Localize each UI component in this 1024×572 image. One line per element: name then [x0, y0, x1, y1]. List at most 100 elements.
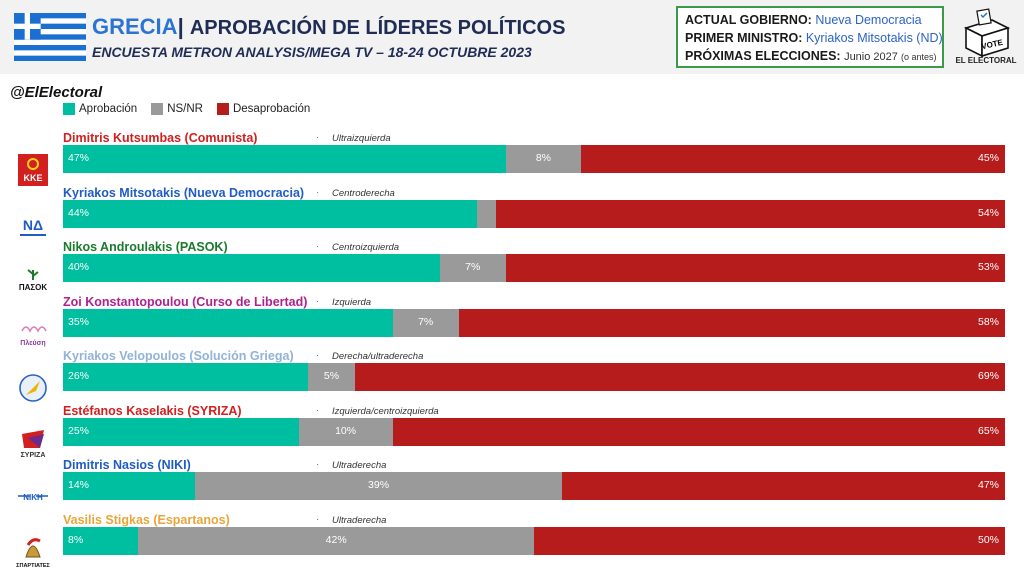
logo-text: ΠΑΣΟΚ [19, 283, 48, 292]
data-label-disapproval: 54% [977, 206, 999, 219]
leader-row: ΝΙΚΗ Dimitris Nasios (NIKI) · Ultraderecha 1… [0, 458, 1024, 514]
stacked-bar: 8% 42% 50% [63, 526, 1005, 555]
leader-row: Kyriakos Velopoulos (Solución Griega) · De… [0, 349, 1024, 405]
ballot-box-icon: VOTE [963, 8, 1011, 58]
government-info-box: ACTUAL GOBIERNO: Nueva Democracia PRIMER… [676, 6, 944, 68]
data-label-unknown: 8% [535, 152, 551, 164]
syriza-logo-icon: ΣΥΡΙΖΑ [21, 429, 46, 459]
chart-legend: Aprobación NS/NR Desaprobación [63, 103, 310, 115]
ideology-bullet-icon: · [316, 132, 319, 142]
bar-segment-approval [63, 472, 195, 500]
bar-segment-disapproval [505, 254, 1005, 282]
plefsi-logo-icon: Πλεύση [20, 325, 47, 347]
stacked-bar: 25% 10% 65% [63, 417, 1005, 446]
legend-label-approval: Aprobación [79, 103, 138, 115]
data-label-approval: 40% [68, 261, 90, 273]
bar-segment-approval [63, 363, 308, 391]
kke-logo-icon: KKE [18, 154, 48, 186]
elections-note: (o antes) [900, 52, 937, 62]
bar-segment-unknown [307, 363, 355, 391]
data-label-disapproval: 45% [977, 152, 999, 164]
logo-text: ΝΔ [23, 217, 43, 233]
bar-segment-unknown [194, 472, 563, 500]
data-label-disapproval: 58% [977, 315, 999, 328]
brand-handle: @ElElectoral [10, 84, 103, 101]
bar-segment-disapproval [355, 363, 1005, 391]
title-country: GRECIA [92, 14, 178, 39]
bar-segment-unknown [439, 254, 506, 282]
bar-segment-approval [63, 308, 393, 337]
bar-segment-disapproval [581, 145, 1005, 173]
data-label-approval: 26% [68, 370, 90, 382]
ideology-label: Izquierda [332, 296, 372, 308]
ideology-bullet-icon: · [316, 459, 319, 469]
leader-row: ΣΥΡΙΖΑ Estéfanos Kaselakis (SYRIZA) · Izqui… [0, 404, 1024, 460]
legend-item-approval: Aprobación [63, 103, 137, 115]
bar-segment-unknown [505, 145, 582, 173]
stacked-bar: 26% 5% 69% [63, 363, 1005, 391]
logo-text: KKE [23, 173, 42, 183]
leader-row: KKE Dimitris Kutsumbas (Comunista) · Ultrai… [0, 131, 1024, 187]
prime-minister-key: PRIMER MINISTRO: [685, 31, 803, 45]
leader-name: Estéfanos Kaselakis (SYRIZA) [63, 403, 242, 418]
data-label-approval: 8% [68, 533, 84, 546]
bar-segment-unknown [392, 308, 459, 337]
leader-name: Kyriakos Velopoulos (Solución Griega) [63, 349, 294, 363]
government-value: Nueva Democracia [815, 13, 922, 27]
ideology-bullet-icon: · [316, 404, 319, 415]
legend-item-disapproval: Desaprobación [216, 103, 310, 115]
leader-name: Vasilis Stigkas (Espartanos) [63, 512, 230, 527]
data-label-disapproval: 69% [977, 370, 999, 382]
legend-swatch-unknown [151, 103, 164, 115]
stacked-bar: 44% 54% [63, 199, 1005, 228]
bar-segment-disapproval [534, 526, 1005, 555]
government-row: ACTUAL GOBIERNO: Nueva Democracia [685, 11, 935, 29]
data-label-approval: 25% [68, 424, 90, 437]
leader-name: Zoi Konstantopoulou (Curso de Libertad) [63, 294, 308, 309]
data-label-approval: 44% [68, 206, 90, 219]
leader-name: Dimitris Kutsumbas (Comunista) [63, 131, 258, 145]
ideology-label: Centroderecha [332, 187, 395, 199]
brand-name: EL ELECTORAL [955, 56, 1017, 65]
elliniki-lysi-logo-icon [19, 374, 47, 402]
ideology-bullet-icon: · [316, 295, 319, 306]
legend-label-unknown: NS/NR [167, 103, 203, 115]
logo-text: ΝΙΚΗ [23, 493, 43, 502]
prime-minister-value: Kyriakos Mitsotakis (ND) [805, 31, 943, 45]
spartiates-logo-icon: ΣΠΑΡΤΙΑΤΕΣ [16, 537, 51, 569]
logo-text: ΣΥΡΙΖΑ [21, 452, 46, 459]
leader-name: Kyriakos Mitsotakis (Nueva Democracia) [63, 185, 305, 200]
stacked-bar: 40% 7% 53% [63, 254, 1005, 282]
title-main: APROBACIÓN DE LÍDERES POLÍTICOS [189, 17, 566, 39]
header-banner: GRECIA| APROBACIÓN DE LÍDERES POLÍTICOS … [0, 0, 1024, 74]
bar-segment-disapproval [458, 308, 1005, 337]
bar-segment-disapproval [562, 472, 1005, 500]
stacked-bar: 35% 7% 58% [63, 308, 1005, 337]
government-key: ACTUAL GOBIERNO: [685, 13, 812, 27]
page-title: GRECIA| APROBACIÓN DE LÍDERES POLÍTICOS [92, 14, 565, 40]
bar-segment-approval [63, 199, 478, 228]
ideology-bullet-icon: · [316, 513, 319, 524]
data-label-disapproval: 53% [977, 261, 999, 273]
prime-minister-row: PRIMER MINISTRO: Kyriakos Mitsotakis (ND… [685, 29, 943, 47]
bar-segment-approval [63, 417, 299, 446]
data-label-unknown: 7% [418, 315, 434, 328]
data-label-unknown: 10% [335, 424, 357, 437]
leader-row: Πλεύση Zoi Konstantopoulou (Curso de Libe… [0, 295, 1024, 351]
leader-name: Dimitris Nasios (NIKI) [63, 458, 191, 472]
data-label-approval: 14% [68, 479, 90, 491]
data-label-disapproval: 65% [977, 424, 999, 437]
nd-logo-icon: ΝΔ [20, 217, 46, 236]
ideology-bullet-icon: · [316, 350, 319, 360]
data-label-disapproval: 47% [977, 479, 999, 491]
niki-logo-icon: ΝΙΚΗ [18, 493, 48, 502]
data-label-unknown: 7% [465, 261, 481, 273]
bar-segment-disapproval [496, 199, 1005, 228]
ideology-label: Ultraderecha [332, 514, 387, 526]
data-label-unknown: 5% [323, 370, 340, 382]
bar-segment-disapproval [392, 417, 1005, 446]
ideology-label: Centroizquierda [332, 242, 400, 253]
pasok-logo-icon: ΠΑΣΟΚ [19, 269, 48, 292]
ideology-bullet-icon: · [316, 241, 319, 251]
bar-segment-approval [63, 145, 506, 173]
